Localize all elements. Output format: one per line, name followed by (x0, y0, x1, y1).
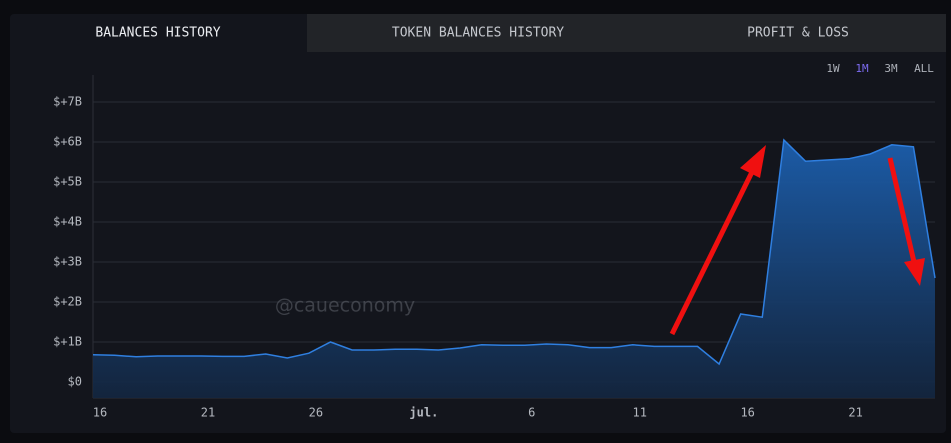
y-tick-label: $+5B (53, 175, 82, 189)
arrow-down (887, 157, 917, 263)
range-button-active[interactable]: 1M (855, 62, 869, 75)
arrow-up (669, 170, 755, 336)
y-tick-label: $+7B (53, 95, 82, 109)
y-tick-label: $+4B (53, 215, 82, 229)
range-button[interactable]: 3M (884, 62, 898, 75)
x-tick-label: 16 (740, 406, 754, 420)
y-tick-label: $+1B (53, 335, 82, 349)
arrow-head (740, 145, 766, 178)
line (92, 138, 936, 366)
area (93, 140, 935, 398)
plot: $0 $+1B $+2B $+3B $+4B $+5B $+6B $+7B 16 21 26 jul.… (53, 75, 936, 420)
watermark: @caueconomy (275, 295, 415, 317)
tab[interactable]: PROFIT & LOSS (747, 26, 849, 41)
annotation-arrows (669, 145, 925, 336)
x-tick-label: 21 (201, 406, 215, 420)
x-tick-label: 16 (93, 406, 107, 420)
tab-bar (307, 14, 946, 52)
card (10, 14, 946, 433)
x-tick-label: 6 (528, 406, 535, 420)
x-tick-label: jul. (409, 406, 438, 420)
arrow-head (904, 258, 925, 286)
x-tick-label: 21 (848, 406, 862, 420)
y-tick-label: $+3B (53, 255, 82, 269)
y-tick-label: $+2B (53, 295, 82, 309)
range-button[interactable]: ALL (914, 62, 934, 75)
y-tick-label: $0 (68, 375, 82, 389)
tab-active[interactable]: BALANCES HISTORY (95, 26, 220, 41)
y-tick-label: $+6B (53, 135, 82, 149)
tab[interactable]: TOKEN BALANCES HISTORY (392, 26, 564, 41)
x-tick-label: 11 (633, 406, 647, 420)
range-button[interactable]: 1W (826, 62, 840, 75)
x-tick-label: 26 (309, 406, 323, 420)
